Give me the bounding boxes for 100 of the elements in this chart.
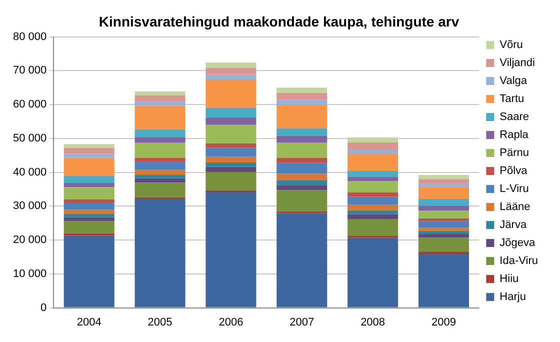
bar (276, 92, 328, 100)
bar (348, 238, 398, 308)
bar (348, 196, 398, 205)
bar (64, 144, 114, 148)
bar (348, 219, 398, 236)
bar (418, 199, 469, 206)
bar (64, 236, 114, 308)
bar (134, 170, 186, 176)
bar (276, 185, 328, 190)
x-tick-label: 2004 (76, 316, 102, 328)
bar (134, 137, 186, 142)
legend-label: Viljandi (500, 57, 535, 70)
bar (64, 210, 114, 214)
bar (348, 142, 398, 150)
bar (206, 117, 256, 125)
x-tick-label: 2009 (431, 316, 456, 328)
bar (276, 128, 328, 136)
bar (348, 210, 398, 214)
y-tick-label: 70 000 (12, 64, 47, 77)
legend-label: Tartu (500, 93, 524, 106)
bar (206, 74, 256, 80)
legend-label: Hiiu (500, 273, 519, 286)
bar (348, 176, 398, 182)
bar (418, 218, 469, 222)
bar (418, 186, 469, 200)
bar (206, 62, 256, 68)
bar (64, 182, 114, 188)
legend-label: Saare (500, 111, 530, 124)
legend-label: Valga (500, 75, 528, 88)
y-tick-label: 60 000 (12, 98, 47, 111)
bar (418, 221, 469, 228)
bar (348, 137, 398, 142)
bar (134, 158, 186, 162)
y-tick-label: 0 (40, 302, 47, 314)
bar (276, 100, 328, 105)
bar (276, 174, 328, 180)
legend-label: Pärnu (500, 147, 530, 160)
bar (134, 178, 186, 183)
legend-label: L-Viru (500, 183, 529, 196)
bar (64, 199, 114, 202)
bar (418, 228, 469, 231)
bar (206, 148, 256, 157)
bar (206, 79, 256, 108)
bar (276, 162, 328, 174)
legend-label: Rapla (500, 129, 530, 142)
bar (134, 175, 186, 178)
legend-label: Võru (500, 39, 523, 52)
legend-label: Ida-Viru (500, 255, 538, 268)
bar (276, 104, 328, 128)
bar (134, 161, 186, 170)
bar (64, 214, 114, 218)
bar (206, 108, 256, 118)
bar (64, 154, 114, 158)
bar (276, 88, 328, 93)
bar (418, 230, 469, 234)
bar (418, 238, 469, 252)
bar (418, 184, 469, 187)
y-tick-label: 20 000 (12, 234, 47, 246)
bar (206, 192, 256, 308)
bar (64, 221, 114, 234)
y-tick-label: 30 000 (12, 200, 47, 212)
legend-label: Jõgeva (500, 237, 536, 250)
bar (348, 214, 398, 220)
bar (206, 156, 256, 162)
x-tick-label: 2005 (148, 316, 172, 328)
bar (418, 234, 469, 238)
bar (64, 148, 114, 154)
y-tick-label: 40 000 (12, 166, 47, 178)
bar (134, 106, 186, 130)
bar (276, 142, 328, 158)
bar (206, 144, 256, 148)
bar (348, 204, 398, 210)
bar (348, 170, 398, 177)
bar (418, 210, 469, 218)
y-tick-label: 10 000 (12, 268, 47, 280)
bar (134, 129, 186, 138)
bar (348, 154, 398, 171)
bar (64, 176, 114, 183)
bar (134, 199, 186, 308)
bar (418, 175, 469, 180)
legend-label: Põlva (500, 165, 528, 178)
bar (348, 150, 398, 154)
bar (206, 172, 256, 190)
bar (64, 187, 114, 200)
bar (134, 142, 186, 158)
chart-title: Kinnisvaratehingud maakondade kaupa, tehingute arv (98, 13, 460, 30)
y-tick-label: 80 000 (12, 30, 47, 43)
bar (348, 181, 398, 192)
bar (134, 102, 186, 106)
x-tick-label: 2008 (360, 316, 386, 328)
bar (134, 182, 186, 198)
bar (418, 179, 469, 184)
bar (276, 190, 328, 212)
bar (418, 254, 469, 308)
bar (206, 68, 256, 75)
bar (64, 158, 114, 176)
bar (418, 206, 469, 211)
legend-label: Harju (500, 291, 526, 304)
bar (276, 136, 328, 142)
bar (276, 158, 328, 163)
